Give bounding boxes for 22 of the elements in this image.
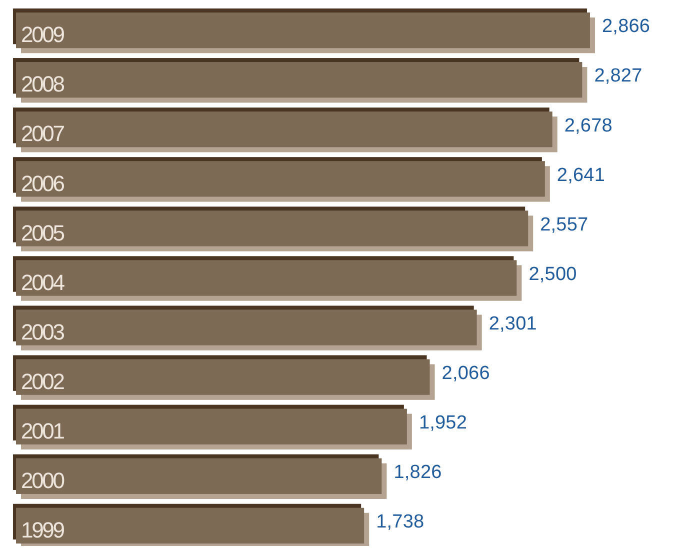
y-tick-label: 2006 bbox=[21, 170, 65, 196]
data-label: 2,500 bbox=[528, 264, 577, 285]
data-label: 1,952 bbox=[418, 412, 467, 434]
y-tick-label: 1999 bbox=[21, 518, 65, 543]
y-tick-label: 2008 bbox=[21, 72, 65, 97]
y-tick-label: 2004 bbox=[21, 270, 65, 295]
y-tick-label: 2003 bbox=[21, 319, 65, 344]
y-tick-label: 2001 bbox=[21, 418, 65, 444]
data-label: 2,066 bbox=[442, 362, 490, 384]
y-tick-label: 2002 bbox=[21, 368, 65, 394]
data-label: 1,826 bbox=[394, 462, 442, 484]
data-label: 2,301 bbox=[488, 313, 537, 334]
data-label: 2,866 bbox=[602, 16, 650, 38]
data-label: 2,641 bbox=[556, 164, 605, 186]
data-label: 2,827 bbox=[594, 66, 642, 87]
y-tick-label: 2009 bbox=[21, 22, 65, 48]
y-tick-label: 2005 bbox=[21, 220, 65, 246]
data-label: 2,678 bbox=[564, 115, 612, 136]
y-tick-label: 2000 bbox=[21, 468, 65, 493]
y-tick-label: 2007 bbox=[21, 121, 65, 146]
data-label: 2,557 bbox=[540, 214, 588, 236]
data-label: 1,738 bbox=[376, 512, 424, 533]
